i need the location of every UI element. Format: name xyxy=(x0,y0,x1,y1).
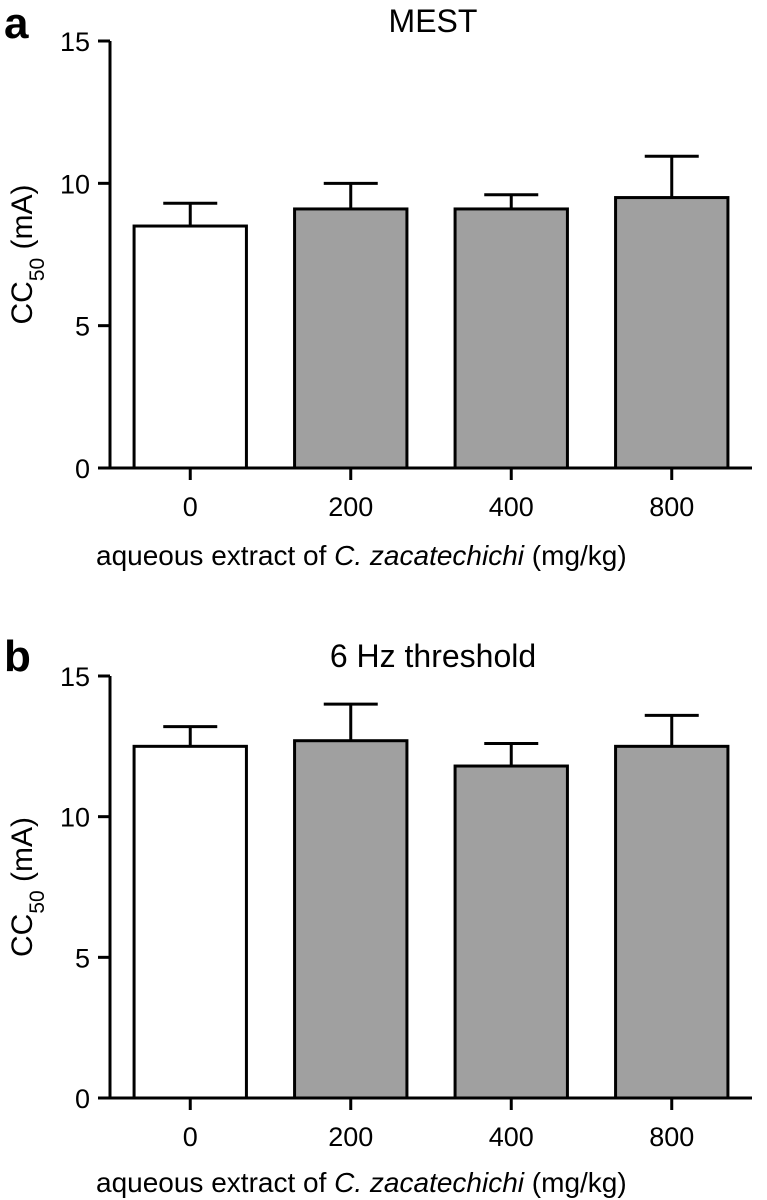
y-tick-label: 0 xyxy=(75,1084,90,1114)
x-tick-label: 400 xyxy=(489,1122,534,1152)
bar-200 xyxy=(293,739,409,1100)
panel-label-a: a xyxy=(4,0,29,48)
y-tick-label: 10 xyxy=(60,169,90,199)
x-tick-label: 0 xyxy=(183,1122,198,1152)
bar-0 xyxy=(132,744,248,1100)
y-axis-label: CC50 (mA) xyxy=(6,184,49,324)
mest-bar-chart: MEST 0 5 10 15 CC50 (mA) 0 200 400 800 aqueous ext… xyxy=(6,3,752,571)
x-tick-label: 400 xyxy=(489,492,534,522)
panel-label-b: b xyxy=(4,632,31,681)
y-tick-label: 10 xyxy=(60,803,90,833)
x-tick-label: 200 xyxy=(328,492,373,522)
bar-200 xyxy=(293,207,409,470)
y-tick-label: 5 xyxy=(75,312,90,342)
x-tick-label: 200 xyxy=(328,1122,373,1152)
bar-400 xyxy=(453,207,569,470)
y-tick-label: 15 xyxy=(60,27,90,57)
6hz-threshold-bar-chart: 6 Hz threshold 0 5 10 15 CC50 (mA) 0 200 400 800 a… xyxy=(6,638,752,1198)
x-axis-label: aqueous extract of C. zacatechichi (mg/k… xyxy=(96,540,627,571)
x-axis-label: aqueous extract of C. zacatechichi (mg/k… xyxy=(96,1167,627,1198)
x-tick-label: 0 xyxy=(183,492,198,522)
bar-0 xyxy=(132,224,248,470)
chart-panel-a: a MEST 0 5 10 15 CC50 (mA) 0 200 400 800 aqueous e… xyxy=(4,0,752,571)
y-tick-label: 5 xyxy=(75,943,90,973)
chart-title: MEST xyxy=(389,3,478,39)
chart-title: 6 Hz threshold xyxy=(330,638,536,674)
bar-800 xyxy=(614,744,730,1100)
y-axis-label: CC50 (mA) xyxy=(6,817,49,957)
x-tick-label: 800 xyxy=(649,1122,694,1152)
y-tick-label: 15 xyxy=(60,662,90,692)
y-tick-label: 0 xyxy=(75,454,90,484)
bar-400 xyxy=(453,764,569,1100)
x-tick-label: 800 xyxy=(649,492,694,522)
chart-panel-b: b 6 Hz threshold 0 5 10 15 CC50 (mA) 0 200 400 80… xyxy=(0,630,767,1200)
bar-800 xyxy=(614,196,730,470)
